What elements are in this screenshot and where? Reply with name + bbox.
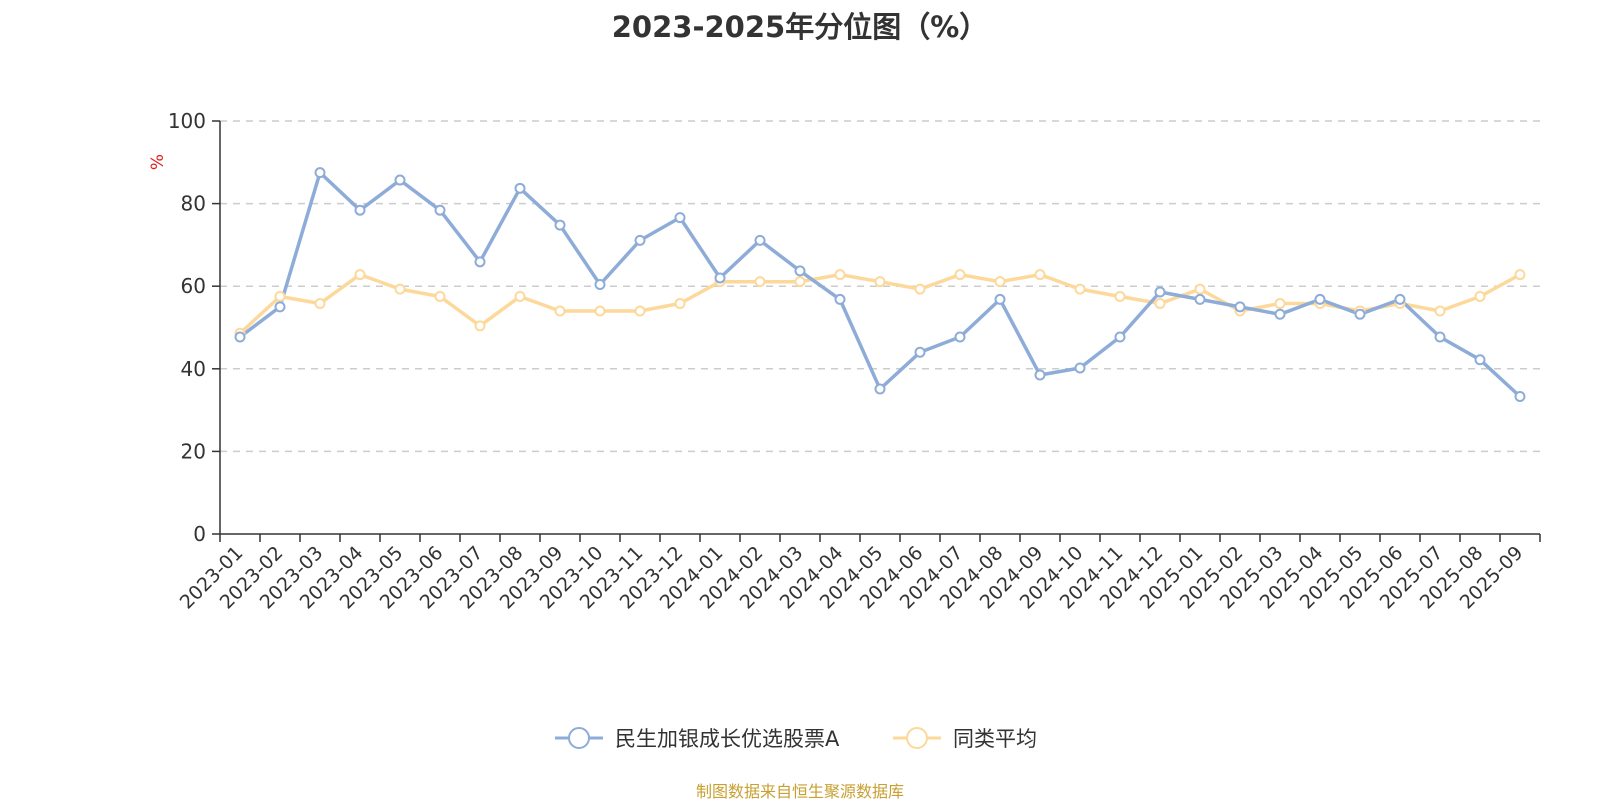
data-point [514,291,526,303]
data-point [234,331,246,343]
data-point [314,167,326,179]
data-point [954,269,966,281]
y-axis-unit-label: % [148,154,168,170]
data-point [1074,283,1086,295]
data-point [1114,331,1126,343]
data-point [434,204,446,216]
data-point [714,272,726,284]
legend-marker-icon [568,727,590,749]
axes: 020406080100%2023-012023-022023-032023-0… [148,109,1541,614]
data-point [594,305,606,317]
data-point [1474,291,1486,303]
data-point [394,174,406,186]
data-point [874,383,886,395]
legend-item-0[interactable]: 民生加银成长优选股票A [555,727,840,751]
data-point [954,331,966,343]
y-tick-label: 100 [168,109,206,133]
data-point [274,301,286,313]
legend[interactable]: 民生加银成长优选股票A 同类平均 [555,727,1037,751]
legend-item-1[interactable]: 同类平均 [893,727,1037,751]
data-point [474,320,486,332]
data-point [554,305,566,317]
data-point [1354,308,1366,320]
data-point [1434,305,1446,317]
data-point [354,204,366,216]
data-point [474,256,486,268]
data-point [1514,269,1526,281]
data-point [754,234,766,246]
data-point [1194,293,1206,305]
legend-label: 同类平均 [953,727,1037,751]
data-point [634,234,646,246]
data-point [514,182,526,194]
data-point [554,219,566,231]
data-point [1194,283,1206,295]
data-point [1154,298,1166,310]
data-point [634,305,646,317]
y-tick-label: 0 [193,522,206,546]
legend-marker-icon [906,727,928,749]
chart-title: 2023-2025年分位图（%） [611,10,989,44]
data-point [1074,362,1086,374]
data-point [794,276,806,288]
data-point [1274,308,1286,320]
data-point [274,291,286,303]
data-point [754,276,766,288]
data-point [1514,390,1526,402]
data-point [674,212,686,224]
data-point [994,276,1006,288]
data-point [434,291,446,303]
y-tick-label: 80 [181,192,206,216]
data-point [874,276,886,288]
data-point [1314,293,1326,305]
data-point [1234,301,1246,313]
data-point [834,293,846,305]
data-point [794,265,806,277]
data-point [994,293,1006,305]
data-point [1114,291,1126,303]
data-points [234,167,1526,402]
data-point [834,269,846,281]
y-tick-label: 60 [181,274,206,298]
data-point [314,298,326,310]
y-tick-label: 20 [181,439,206,463]
y-tick-label: 40 [181,357,206,381]
data-point [1474,354,1486,366]
data-point [1154,286,1166,298]
legend-label: 民生加银成长优选股票A [615,727,840,751]
data-point [914,346,926,358]
data-point [1034,269,1046,281]
data-point [1034,369,1046,381]
source-note: 制图数据来自恒生聚源数据库 [695,782,904,801]
data-point [1394,293,1406,305]
data-point [1274,298,1286,310]
data-point [1434,331,1446,343]
data-point [594,279,606,291]
data-point [354,269,366,281]
data-point [674,298,686,310]
data-point [914,283,926,295]
data-point [394,283,406,295]
